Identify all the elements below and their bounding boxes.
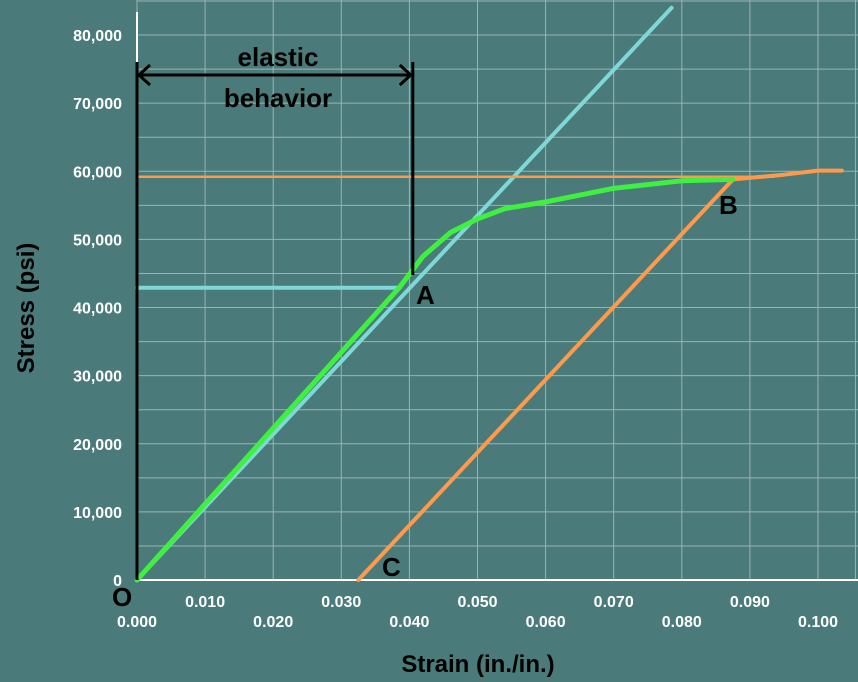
y-tick-label: 10,000 — [73, 505, 122, 522]
point-A-label: A — [416, 280, 435, 310]
y-tick-label: 60,000 — [73, 164, 122, 181]
series-line — [356, 177, 735, 582]
elastic-arrowhead-right — [398, 63, 414, 87]
x-tick-label: 0.020 — [253, 614, 293, 631]
elastic-arrowhead-left — [136, 63, 152, 87]
elastic-label-line1: elastic — [238, 42, 319, 72]
x-tick-label: 0.050 — [457, 594, 497, 611]
x-tick-label: 0.060 — [526, 614, 566, 631]
point-O-label: O — [112, 582, 132, 612]
y-axis-title: Stress (psi) — [13, 243, 40, 374]
x-tick-label: 0.030 — [321, 594, 361, 611]
x-tick-label: 0.040 — [389, 614, 429, 631]
y-tick-label: 0 — [113, 573, 122, 590]
x-tick-label: 0.090 — [730, 594, 770, 611]
point-B-label: B — [719, 190, 738, 220]
y-tick-label: 40,000 — [73, 301, 122, 318]
x-tick-label: 0.000 — [117, 614, 157, 631]
series-line — [135, 5, 674, 582]
series-line — [134, 176, 736, 583]
axes: 0 10,000 20,000 30,000 40,000 50,000 60,000 70,… — [73, 12, 858, 631]
x-tick-label: 0.070 — [594, 594, 634, 611]
series-line — [730, 168, 844, 182]
x-tick-label: 0.080 — [662, 614, 702, 631]
y-tick-label: 30,000 — [73, 369, 122, 386]
x-tick-label: 0.100 — [798, 614, 838, 631]
y-tick-label: 80,000 — [73, 28, 122, 45]
x-tick-label: 0.010 — [185, 594, 225, 611]
series-layer — [134, 5, 844, 583]
x-axis-title: Strain (in./in.) — [401, 651, 554, 678]
y-tick-label: 50,000 — [73, 232, 122, 249]
point-C-label: C — [382, 552, 401, 582]
elastic-label-line2: behavior — [224, 83, 332, 113]
y-tick-label: 70,000 — [73, 96, 122, 113]
annotation-layer: elastic behavior O A B C — [112, 42, 738, 612]
y-tick-label: 20,000 — [73, 437, 122, 454]
